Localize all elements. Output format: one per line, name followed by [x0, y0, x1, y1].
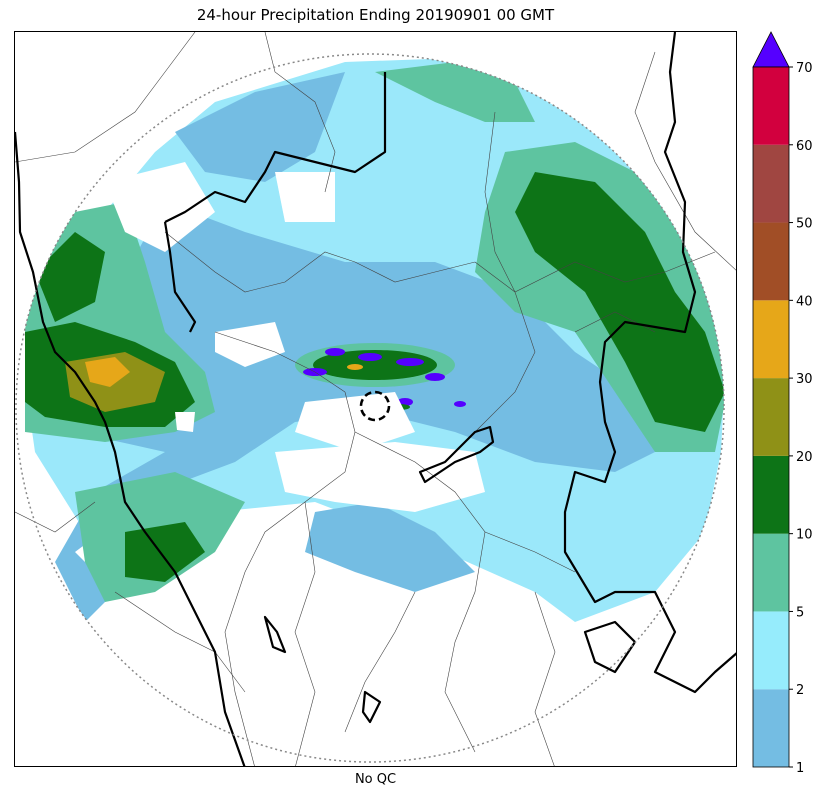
colorbar-tick-label: 1 [796, 761, 804, 773]
colorbar-tick-label: 5 [796, 605, 804, 620]
radar-site-marker [359, 390, 391, 422]
colorbar-swatch [753, 611, 789, 690]
colorbar-extend-arrow [752, 31, 790, 68]
colorbar-tick-label: 70 [796, 61, 813, 76]
colorbar-swatch [753, 533, 789, 612]
x-axis-label: No QC [354, 772, 397, 787]
convective-cluster [295, 343, 466, 410]
colorbar-swatch [753, 144, 789, 223]
colorbar-swatch [753, 67, 789, 145]
colorbar-frame [752, 66, 790, 768]
colorbar-swatch [753, 378, 789, 456]
colorbar-swatch [753, 222, 789, 301]
colorbar-blocks [752, 31, 790, 768]
colorbar-ticks: 1 2 5 10 20 30 40 50 60 70 [789, 61, 813, 773]
colorbar-swatch [753, 455, 789, 534]
state-borders [15, 32, 736, 766]
district-borders [15, 32, 736, 766]
precipitation-map [14, 31, 737, 767]
colorbar-tick-label: 20 [796, 450, 813, 465]
colorbar-tick-label: 50 [796, 217, 813, 232]
precip-band-light [175, 72, 345, 182]
colorbar-tick-label: 30 [796, 372, 813, 387]
precip-band-intense [85, 357, 130, 387]
colorbar-swatch [753, 300, 789, 379]
colorbar-swatch [753, 689, 789, 767]
colorbar: 1 2 5 10 20 30 40 50 60 70 [752, 31, 813, 773]
map-canvas [15, 32, 736, 766]
colorbar-tick-label: 2 [796, 683, 804, 698]
colorbar-tick-label: 60 [796, 139, 813, 154]
precipitation-field [25, 57, 724, 622]
colorbar-tick-label: 10 [796, 528, 813, 543]
colorbar-tick-label: 40 [796, 294, 813, 309]
map-title: 24-hour Precipitation Ending 20190901 00… [196, 6, 555, 24]
range-ring [15, 53, 725, 763]
